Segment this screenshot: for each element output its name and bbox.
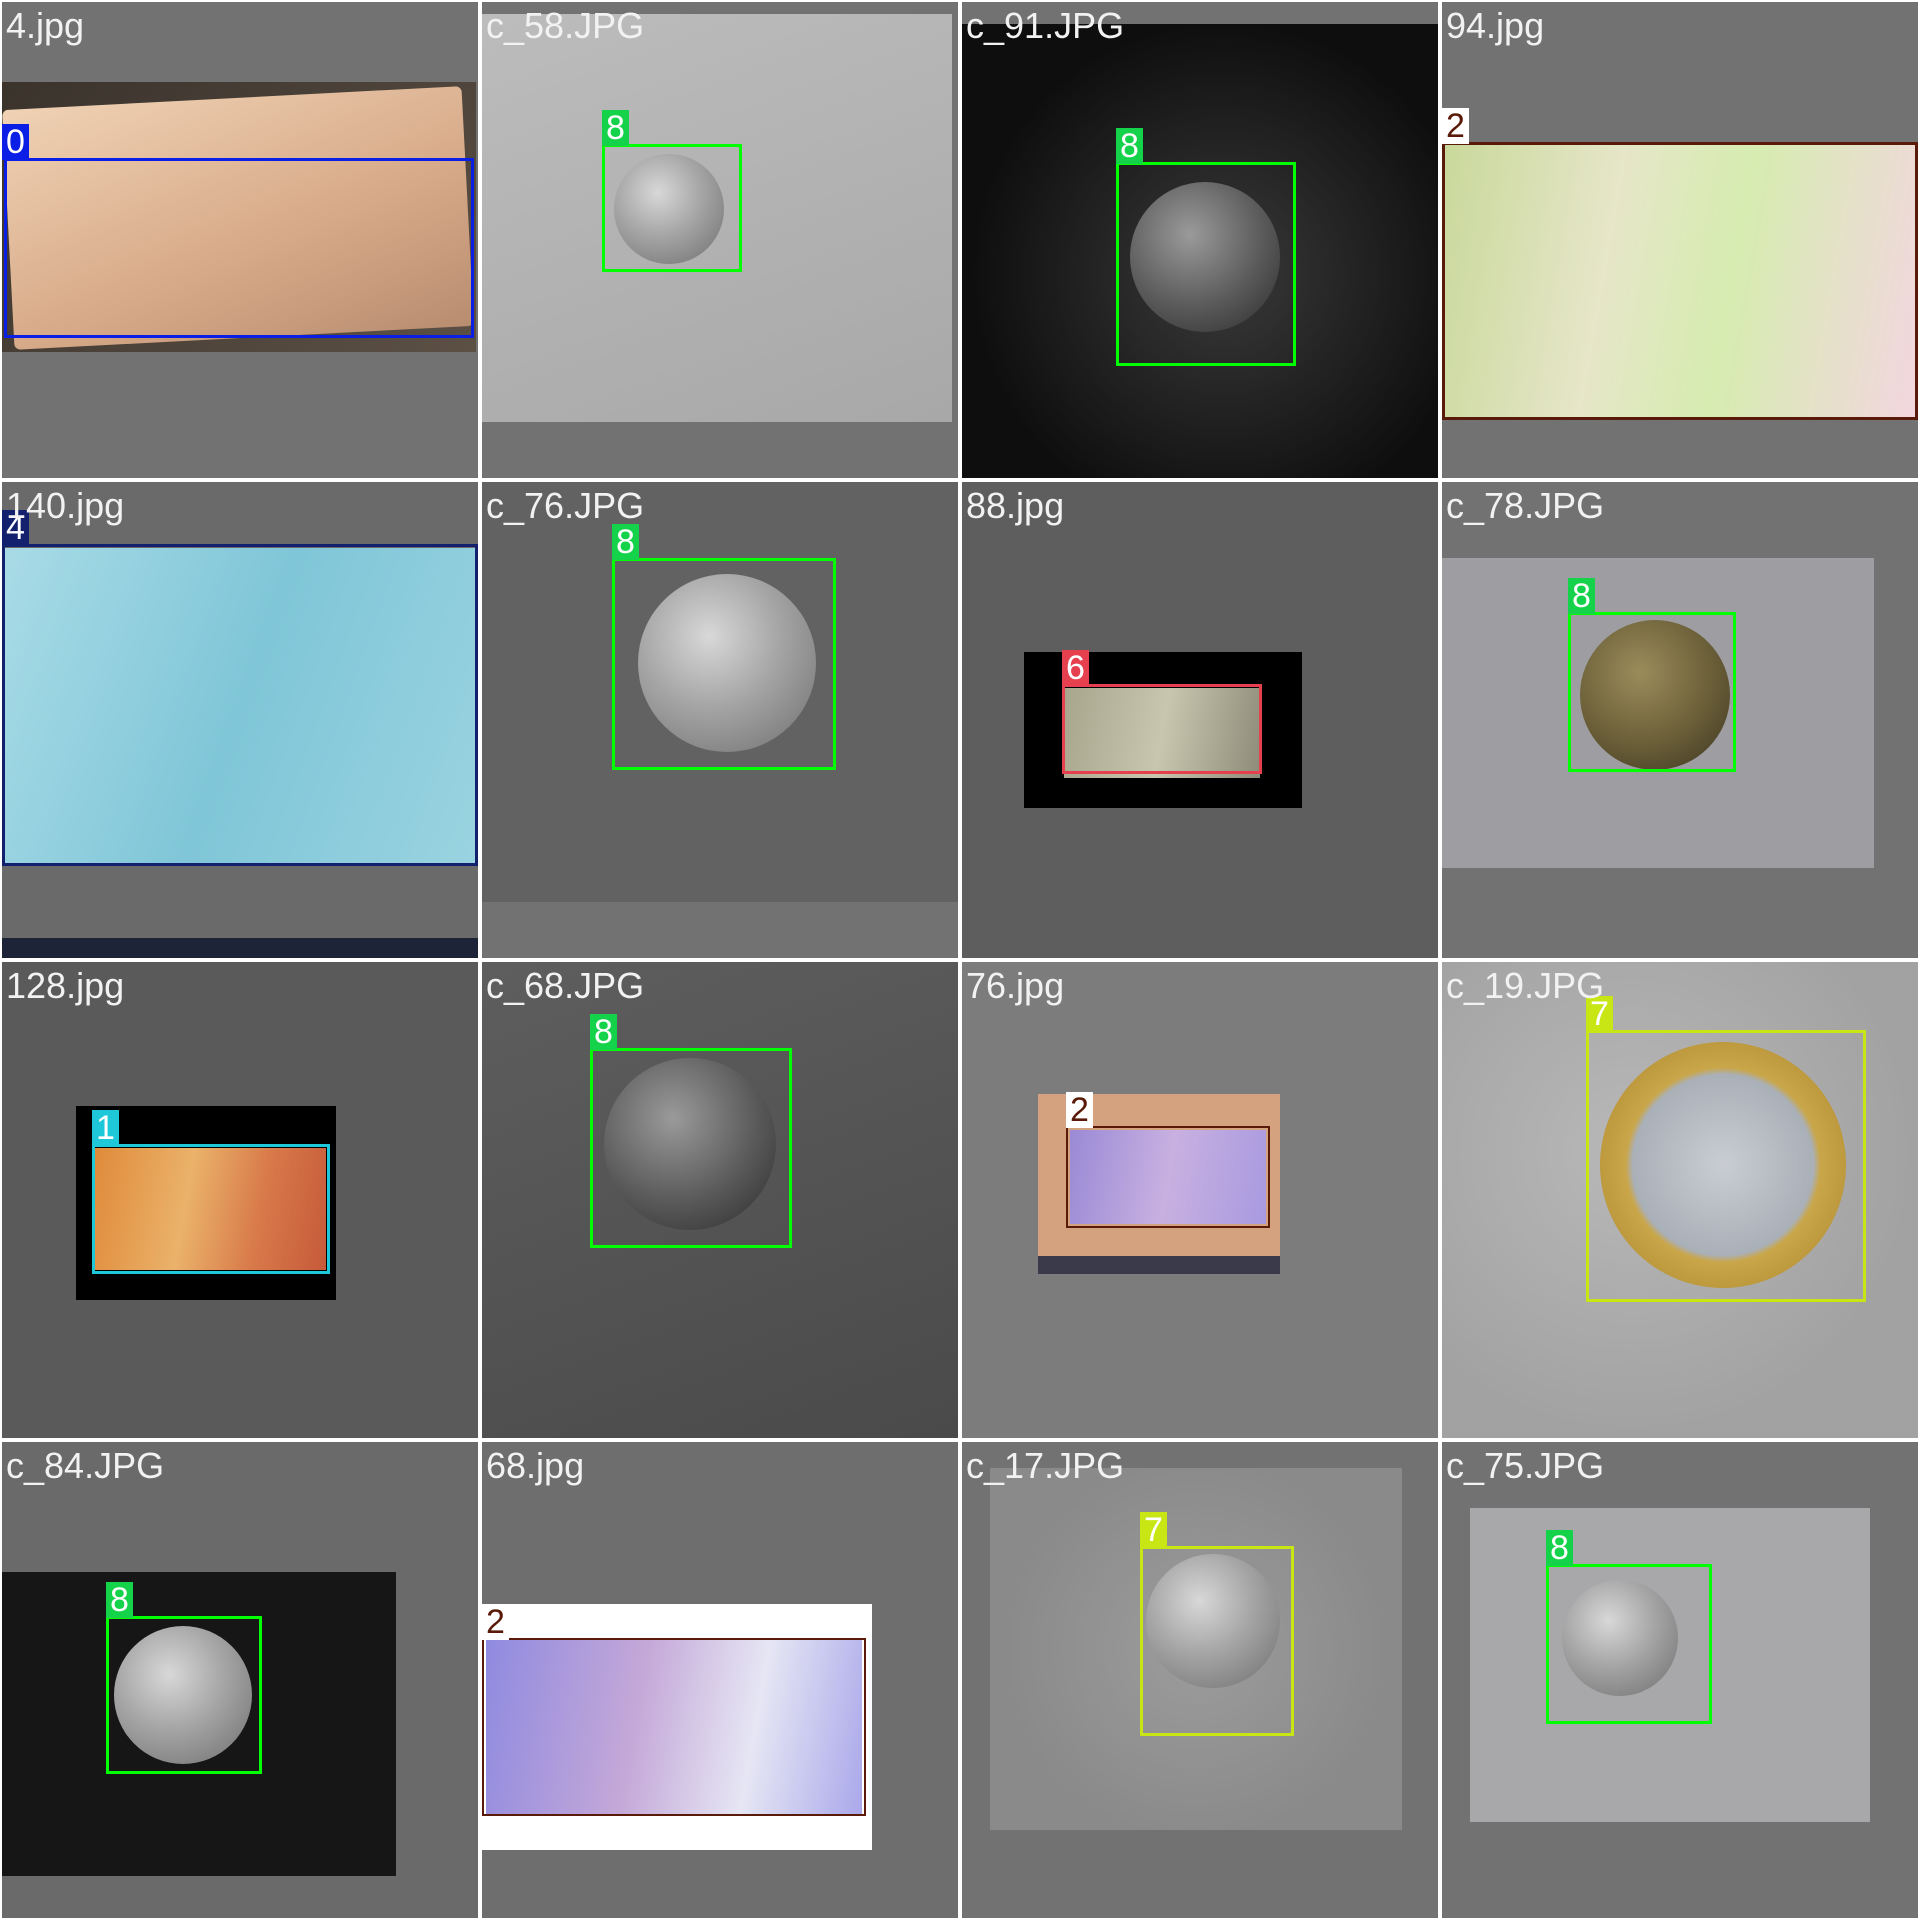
tile-4-jpg: 0 4.jpg <box>2 2 478 478</box>
rupee-coin <box>604 1058 776 1230</box>
bbox-label-0 <box>4 158 474 338</box>
image-filename: 140.jpg <box>6 485 125 526</box>
image-filename: c_84.JPG <box>6 1445 165 1486</box>
image-filename: c_58.JPG <box>486 5 645 46</box>
bbox-class-label: 7 <box>1586 996 1613 1032</box>
bbox-class-label: 8 <box>612 524 639 560</box>
five-hundred-rupee-note <box>1064 688 1260 778</box>
bbox-label-2 <box>482 1638 866 1816</box>
hundred-rupee-note <box>1442 142 1918 420</box>
bbox-class-label: 8 <box>602 110 629 146</box>
stock-strip <box>1038 1256 1280 1274</box>
bbox-class-label: 8 <box>1116 128 1143 164</box>
image-filename: c_75.JPG <box>1446 1445 1605 1486</box>
bbox-class-label: 2 <box>1066 1092 1093 1128</box>
image-filename: c_68.JPG <box>486 965 645 1006</box>
image-filename: c_91.JPG <box>966 5 1125 46</box>
image-filename: 68.jpg <box>486 1445 585 1486</box>
image-filename: c_19.JPG <box>1446 965 1605 1006</box>
ten-rupee-coin <box>1600 1042 1846 1288</box>
bbox-class-label: 2 <box>482 1604 509 1640</box>
image-filename: 128.jpg <box>6 965 125 1006</box>
bbox-class-label: 6 <box>1062 650 1089 686</box>
bbox-label-8 <box>602 144 742 272</box>
bbox-class-label: 0 <box>2 124 29 160</box>
bbox-label-7 <box>1140 1546 1294 1736</box>
bbox-class-label: 8 <box>106 1582 133 1618</box>
bbox-label-2 <box>1066 1126 1270 1228</box>
bbox-label-8 <box>1568 612 1736 772</box>
tile-140-jpg: 4 140.jpg <box>2 482 478 958</box>
image-filename: c_76.JPG <box>486 485 645 526</box>
bbox-label-8 <box>612 558 836 770</box>
tile-68-jpg: 2 68.jpg <box>482 1442 958 1918</box>
tile-c58-jpg: 8 c_58.JPG <box>482 2 958 478</box>
bbox-label-1 <box>92 1144 330 1274</box>
bbox-label-7 <box>1586 1030 1866 1302</box>
one-rupee-coin <box>614 154 724 264</box>
tile-c76-jpg: 8 c_76.JPG <box>482 482 958 958</box>
bbox-class-label: 8 <box>590 1014 617 1050</box>
image-filename: 4.jpg <box>6 5 85 46</box>
rupee-coin <box>1562 1580 1678 1696</box>
tile-76-jpg: 2 76.jpg <box>962 962 1438 1438</box>
image-filename: 94.jpg <box>1446 5 1545 46</box>
ten-rupee-coin <box>1146 1554 1280 1688</box>
bbox-class-label: 8 <box>1568 578 1595 614</box>
fifty-rupee-note <box>2 548 478 866</box>
image-filename: 76.jpg <box>966 965 1065 1006</box>
tile-c19-jpg: 7 c_19.JPG <box>1442 962 1918 1438</box>
image-filename: 88.jpg <box>966 485 1065 526</box>
one-rupee-coin <box>1130 182 1280 332</box>
tile-c68-jpg: 8 c_68.JPG <box>482 962 958 1438</box>
tile-128-jpg: 1 128.jpg <box>2 962 478 1438</box>
two-hundred-rupee-note <box>94 1148 326 1270</box>
tile-c84-jpg: 8 c_84.JPG <box>2 1442 478 1918</box>
tile-c17-jpg: 7 c_17.JPG <box>962 1442 1438 1918</box>
bbox-label-8 <box>106 1616 262 1774</box>
bbox-label-8 <box>1116 162 1296 366</box>
tile-c75-jpg: 8 c_75.JPG <box>1442 1442 1918 1918</box>
hundred-rupee-note-back <box>486 1638 862 1814</box>
bbox-class-label: 7 <box>1140 1512 1167 1548</box>
bbox-label-4 <box>2 544 478 866</box>
bbox-class-label: 8 <box>1546 1530 1573 1566</box>
bbox-label-8 <box>590 1048 792 1248</box>
tile-88-jpg: 6 88.jpg <box>962 482 1438 958</box>
bbox-label-8 <box>1546 1564 1712 1724</box>
bbox-class-label: 4 <box>2 510 29 546</box>
bbox-label-6 <box>1062 684 1262 774</box>
image-filename: c_78.JPG <box>1446 485 1605 526</box>
bbox-class-label: 1 <box>92 1110 119 1146</box>
bbox-class-label: 2 <box>1442 108 1469 144</box>
hundred-rupee-note-back <box>1070 1130 1266 1224</box>
bbox-label-2 <box>1442 142 1918 420</box>
tile-c78-jpg: 8 c_78.JPG <box>1442 482 1918 958</box>
stock-strip <box>2 938 478 958</box>
rupee-coin <box>1580 620 1730 770</box>
rupee-coin <box>114 1626 252 1764</box>
image-filename: c_17.JPG <box>966 1445 1125 1486</box>
rupee-coin <box>638 574 816 752</box>
tile-c91-jpg: 8 c_91.JPG <box>962 2 1438 478</box>
tile-94-jpg: 2 94.jpg <box>1442 2 1918 478</box>
